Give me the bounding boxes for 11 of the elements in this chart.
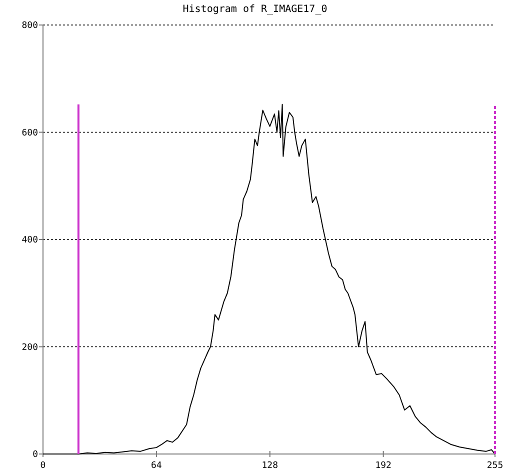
y-tick-label: 0 — [32, 450, 38, 460]
y-tick-label: 400 — [22, 236, 38, 246]
x-tick-label: 192 — [375, 461, 392, 471]
y-tick-label: 200 — [22, 342, 38, 353]
y-tick-label: 800 — [22, 21, 38, 31]
x-tick-label: 0 — [40, 461, 46, 471]
x-tick-label: 64 — [151, 461, 162, 471]
x-tick-label: 128 — [262, 461, 278, 471]
chart-title: Histogram of R_IMAGE17_0 — [182, 4, 328, 15]
x-tick-label: 255 — [486, 461, 504, 471]
y-tick-label: 600 — [22, 128, 38, 138]
